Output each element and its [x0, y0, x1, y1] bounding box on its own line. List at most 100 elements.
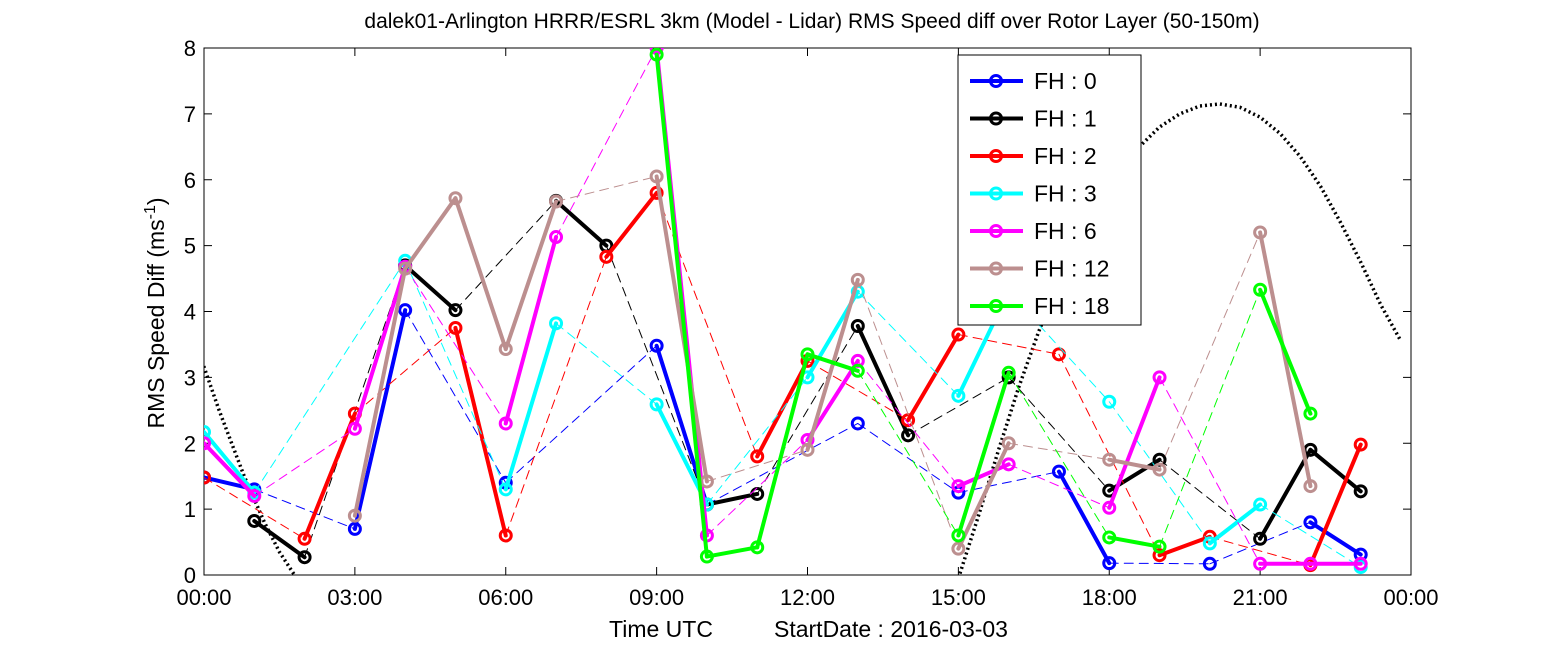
- series-gap-segment: [404, 309, 507, 484]
- legend-label: FH : 12: [1034, 256, 1109, 282]
- y-tick-label: 1: [184, 497, 196, 522]
- data-point: [1253, 531, 1268, 546]
- series-segment: [1157, 534, 1212, 558]
- data-point: [448, 303, 463, 318]
- x-tick-label: 03:00: [327, 585, 382, 610]
- series-gap-segment: [555, 48, 658, 238]
- series-gap-segment: [957, 334, 1060, 355]
- data-point: [901, 428, 916, 443]
- series-segment: [554, 198, 609, 248]
- series-segment: [654, 52, 709, 559]
- series-segment: [352, 266, 408, 518]
- x-tick-label: 21:00: [1233, 585, 1288, 610]
- series-gap-segment: [907, 376, 1010, 436]
- data-point: [1001, 365, 1016, 380]
- data-point: [850, 416, 865, 431]
- data-point: [649, 397, 664, 412]
- series-segment: [352, 264, 408, 431]
- data-point: [649, 48, 664, 62]
- legend-marker: [989, 261, 1003, 276]
- series-layer: [204, 48, 1403, 575]
- series-segment: [956, 462, 1011, 489]
- legend-marker: [989, 149, 1003, 163]
- series-segment: [805, 277, 860, 452]
- data-point: [699, 474, 714, 489]
- data-point: [649, 169, 664, 184]
- y-axis-label-main: RMS Speed Diff (ms: [143, 219, 169, 428]
- legend-label: FH : 0: [1034, 68, 1097, 94]
- series-fh-6: [204, 48, 1368, 571]
- data-point: [1102, 394, 1117, 409]
- data-point: [1001, 436, 1016, 451]
- series-gap-segment: [857, 422, 959, 494]
- series-gap-segment: [706, 449, 808, 482]
- series-gap-segment: [253, 488, 356, 530]
- series-gap-segment: [1209, 536, 1311, 566]
- series-gap-segment: [354, 327, 456, 415]
- series-fh-2: [204, 185, 1368, 573]
- data-point: [951, 479, 966, 494]
- data-point: [1051, 464, 1066, 479]
- x-tick-label: 09:00: [629, 585, 684, 610]
- series-gap-segment: [706, 376, 808, 506]
- data-point: [1253, 497, 1268, 512]
- series-fh-3: [204, 253, 1368, 575]
- data-point: [1303, 556, 1318, 571]
- data-point: [800, 347, 815, 362]
- series-gap-segment: [857, 279, 959, 550]
- data-point: [204, 436, 211, 451]
- legend: FH : 0 FH : 1 FH : 2 FH : 3 FH : 6 FH : 12 FH …: [957, 54, 1142, 326]
- series-gap-segment: [1259, 504, 1362, 568]
- data-point: [247, 488, 262, 503]
- data-point: [1152, 539, 1167, 554]
- series-gap-segment: [505, 256, 607, 536]
- x-axis-label: Time UTC: [609, 616, 713, 642]
- data-point: [951, 327, 966, 342]
- y-axis-label-close: ): [143, 197, 169, 205]
- series-segment: [1258, 447, 1313, 541]
- series-segment: [956, 370, 1011, 538]
- series-gap-segment: [857, 370, 959, 536]
- data-point: [951, 541, 966, 556]
- series-gap-segment: [505, 345, 658, 484]
- series-segment: [805, 352, 860, 373]
- data-point: [1253, 556, 1268, 571]
- series-fh-18: [649, 48, 1318, 564]
- series-segment: [1308, 447, 1363, 494]
- data-point: [1353, 547, 1368, 562]
- reference-curve-left: [204, 361, 296, 575]
- series-gap-segment: [1108, 562, 1211, 565]
- series-gap-segment: [404, 266, 507, 424]
- data-point: [297, 550, 312, 565]
- legend-label: FH : 2: [1034, 143, 1097, 169]
- series-gap-segment: [1008, 442, 1110, 461]
- data-point: [498, 528, 513, 543]
- series-gap-segment: [1159, 459, 1261, 540]
- data-point: [549, 194, 564, 209]
- series-gap-segment: [605, 245, 708, 506]
- data-point: [549, 230, 564, 245]
- data-point: [1152, 462, 1167, 477]
- y-tick-label: 3: [184, 365, 196, 390]
- chart-title: dalek01-Arlington HRRR/ESRL 3km (Model -…: [364, 10, 1259, 33]
- series-gap-segment: [555, 175, 658, 202]
- series-gap-segment: [454, 200, 557, 311]
- legend-label: FH : 18: [1034, 293, 1109, 319]
- data-point: [247, 513, 262, 528]
- legend-marker: [989, 111, 1003, 126]
- data-point: [750, 449, 765, 464]
- data-point: [498, 342, 513, 357]
- series-fh-0: [204, 303, 1368, 571]
- series-segment: [403, 196, 458, 271]
- data-point: [1102, 500, 1117, 515]
- series-segment: [204, 441, 257, 498]
- legend-label: FH : 3: [1034, 181, 1097, 207]
- series-segment: [503, 199, 559, 352]
- data-point: [951, 528, 966, 543]
- data-point: [850, 363, 865, 378]
- series-segment: [1107, 457, 1162, 472]
- series-segment: [302, 411, 357, 541]
- data-point: [750, 486, 765, 501]
- y-axis-label-superscript: -1: [142, 205, 159, 219]
- y-tick-label: 0: [184, 563, 196, 588]
